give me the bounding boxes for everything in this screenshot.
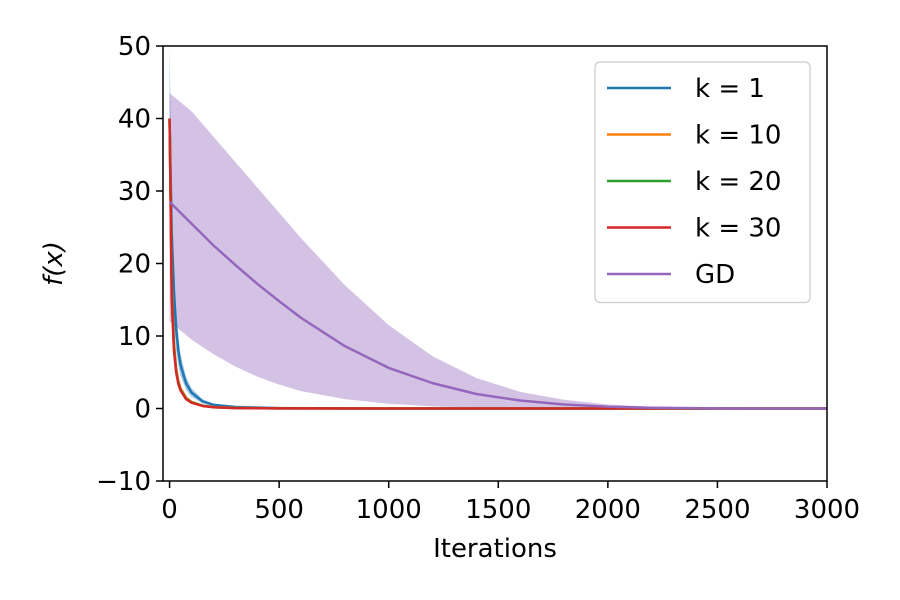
legend-label: GD <box>695 260 735 290</box>
y-tick-label: 40 <box>118 105 151 135</box>
legend-label: k = 20 <box>695 167 781 197</box>
y-tick-label: −10 <box>96 467 151 497</box>
line-series-3 <box>168 118 827 410</box>
x-tick-label: 1000 <box>356 495 422 525</box>
band-series-4 <box>169 93 827 409</box>
y-tick-label: 10 <box>118 322 151 352</box>
legend-label: k = 30 <box>695 214 781 244</box>
y-tick-label: 20 <box>118 250 151 280</box>
line-series-4 <box>168 200 827 410</box>
x-axis-label: Iterations <box>433 534 557 564</box>
x-tick-label: 0 <box>161 495 178 525</box>
legend-box <box>594 61 811 304</box>
legend-label: k = 10 <box>695 121 781 151</box>
series-lines <box>168 118 827 410</box>
y-tick-label: 50 <box>118 32 151 62</box>
y-axis-ticks: −10 0 10 20 30 40 50 <box>96 32 163 497</box>
legend-label: k = 1 <box>695 74 765 104</box>
y-tick-label: 0 <box>134 395 151 425</box>
legend: k = 1 k = 10 k = 20 k = 30 GD <box>594 61 811 304</box>
x-axis-ticks: 0 500 1000 1500 2000 2500 3000 <box>161 481 860 525</box>
x-tick-label: 2500 <box>684 495 750 525</box>
x-tick-label: 500 <box>254 495 304 525</box>
confidence-bands <box>169 46 827 409</box>
x-tick-label: 3000 <box>794 495 860 525</box>
y-tick-label: 30 <box>118 177 151 207</box>
x-tick-label: 2000 <box>575 495 641 525</box>
x-tick-label: 1500 <box>465 495 531 525</box>
y-axis-label: f(x) <box>39 241 69 286</box>
